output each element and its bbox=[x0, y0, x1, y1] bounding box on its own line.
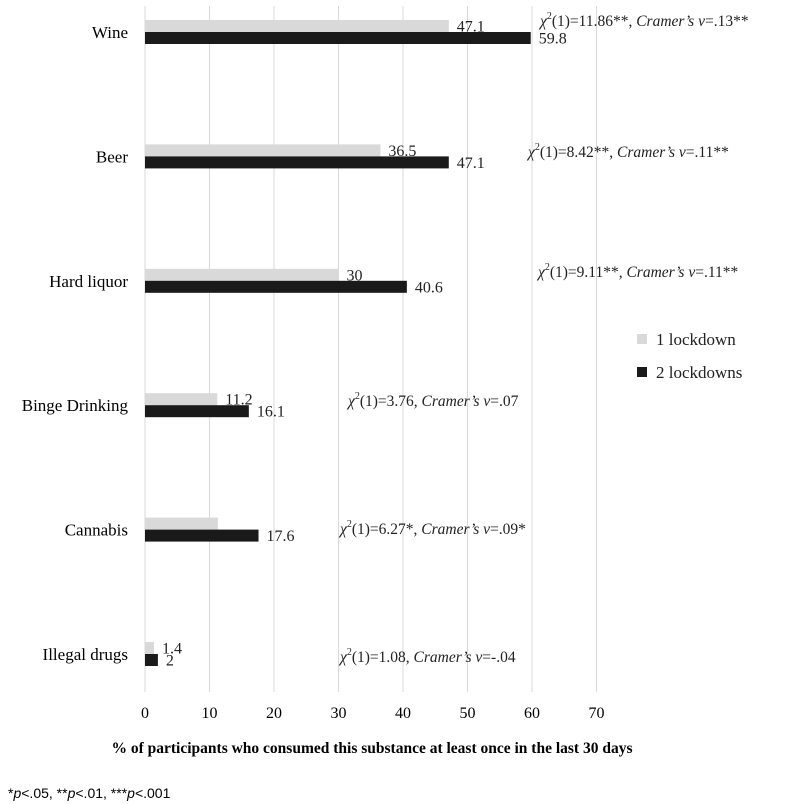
x-tick-label: 60 bbox=[524, 705, 540, 722]
category-label: Hard liquor bbox=[49, 272, 128, 291]
data-label: 40.6 bbox=[415, 279, 443, 296]
stat-annotation: χ2(1)=11.86**, Cramer’s v=.13** bbox=[538, 11, 749, 30]
significance-footnote: *p<.05, **p<.01, ***p<.001 bbox=[8, 785, 170, 801]
data-label: 30 bbox=[347, 267, 363, 284]
data-label: 47.1 bbox=[457, 155, 485, 172]
data-label: 47.1 bbox=[457, 19, 485, 36]
data-label: 17.6 bbox=[267, 528, 295, 545]
bars bbox=[145, 20, 531, 666]
x-tick-label: 20 bbox=[266, 705, 282, 722]
data-label: 59.8 bbox=[539, 31, 567, 48]
value-labels: 47.1 59.8 36.5 47.1 30 40.6 11.2 16.1 17.6 1.42 bbox=[162, 19, 567, 670]
bar-one-lockdown bbox=[145, 642, 155, 654]
x-tick-label: 30 bbox=[331, 705, 347, 722]
data-label: 1.4 bbox=[162, 641, 182, 658]
bar-two-lockdowns bbox=[145, 529, 259, 542]
category-label: Wine bbox=[92, 23, 128, 42]
legend-label: 2 lockdowns bbox=[656, 363, 742, 382]
category-label: Binge Drinking bbox=[22, 396, 129, 415]
footnote-p001: ***p<.001 bbox=[110, 785, 171, 801]
stat-annotation: χ2(1)=3.76, Cramer’s v=.07 bbox=[346, 391, 519, 410]
bar-two-lockdowns bbox=[145, 280, 407, 293]
footnote-p05: *p<.05, bbox=[8, 785, 57, 801]
stat-annotation: χ2(1)=9.11**, Cramer’s v=.11** bbox=[536, 262, 739, 281]
x-tick-label: 10 bbox=[202, 705, 218, 722]
data-label: 36.5 bbox=[388, 143, 416, 160]
bar-two-lockdowns bbox=[145, 156, 449, 169]
x-tick-label: 70 bbox=[589, 705, 605, 722]
bar-one-lockdown bbox=[145, 517, 218, 530]
bar-two-lockdowns bbox=[145, 32, 531, 44]
data-label: 2 bbox=[166, 653, 174, 670]
legend-swatch bbox=[637, 367, 647, 377]
x-axis-label: % of participants who consumed this subs… bbox=[111, 740, 632, 757]
category-labels: Wine Beer Hard liquor Binge Drinking Cannabi… bbox=[22, 23, 129, 664]
data-label: 16.1 bbox=[257, 404, 285, 421]
stat-annotation: χ2(1)=6.27*, Cramer’s v=.09* bbox=[338, 519, 526, 538]
stat-annotation: χ2(1)=1.08, Cramer’s v=-.04 bbox=[338, 647, 516, 666]
data-label: 11.2 bbox=[225, 392, 252, 409]
footnote-p01: **p<.01, bbox=[56, 785, 111, 801]
x-tick-labels: 0 10 20 30 40 50 60 70 bbox=[141, 705, 605, 722]
bar-two-lockdowns bbox=[145, 654, 158, 666]
gridlines bbox=[144, 6, 597, 692]
x-tick-label: 50 bbox=[460, 705, 476, 722]
bar-one-lockdown bbox=[145, 144, 381, 157]
bar-one-lockdown bbox=[145, 20, 449, 32]
category-label: Beer bbox=[96, 147, 128, 166]
x-tick-label: 0 bbox=[141, 705, 149, 722]
category-label: Illegal drugs bbox=[43, 645, 128, 664]
stat-annotations: χ2(1)=11.86**, Cramer’s v=.13** χ2(1)=8.4… bbox=[338, 11, 749, 666]
legend-swatch bbox=[637, 334, 647, 344]
legend-label: 1 lockdown bbox=[656, 330, 736, 349]
bar-one-lockdown bbox=[145, 393, 218, 406]
category-label: Cannabis bbox=[65, 521, 128, 540]
x-tick-label: 40 bbox=[395, 705, 411, 722]
chart: Wine Beer Hard liquor Binge Drinking Cannabi… bbox=[22, 6, 749, 757]
bar-two-lockdowns bbox=[145, 405, 249, 418]
stat-annotation: χ2(1)=8.42**, Cramer’s v=.11** bbox=[526, 142, 729, 161]
legend: 1 lockdown 2 lockdowns bbox=[637, 330, 742, 382]
bar-one-lockdown bbox=[145, 268, 339, 281]
